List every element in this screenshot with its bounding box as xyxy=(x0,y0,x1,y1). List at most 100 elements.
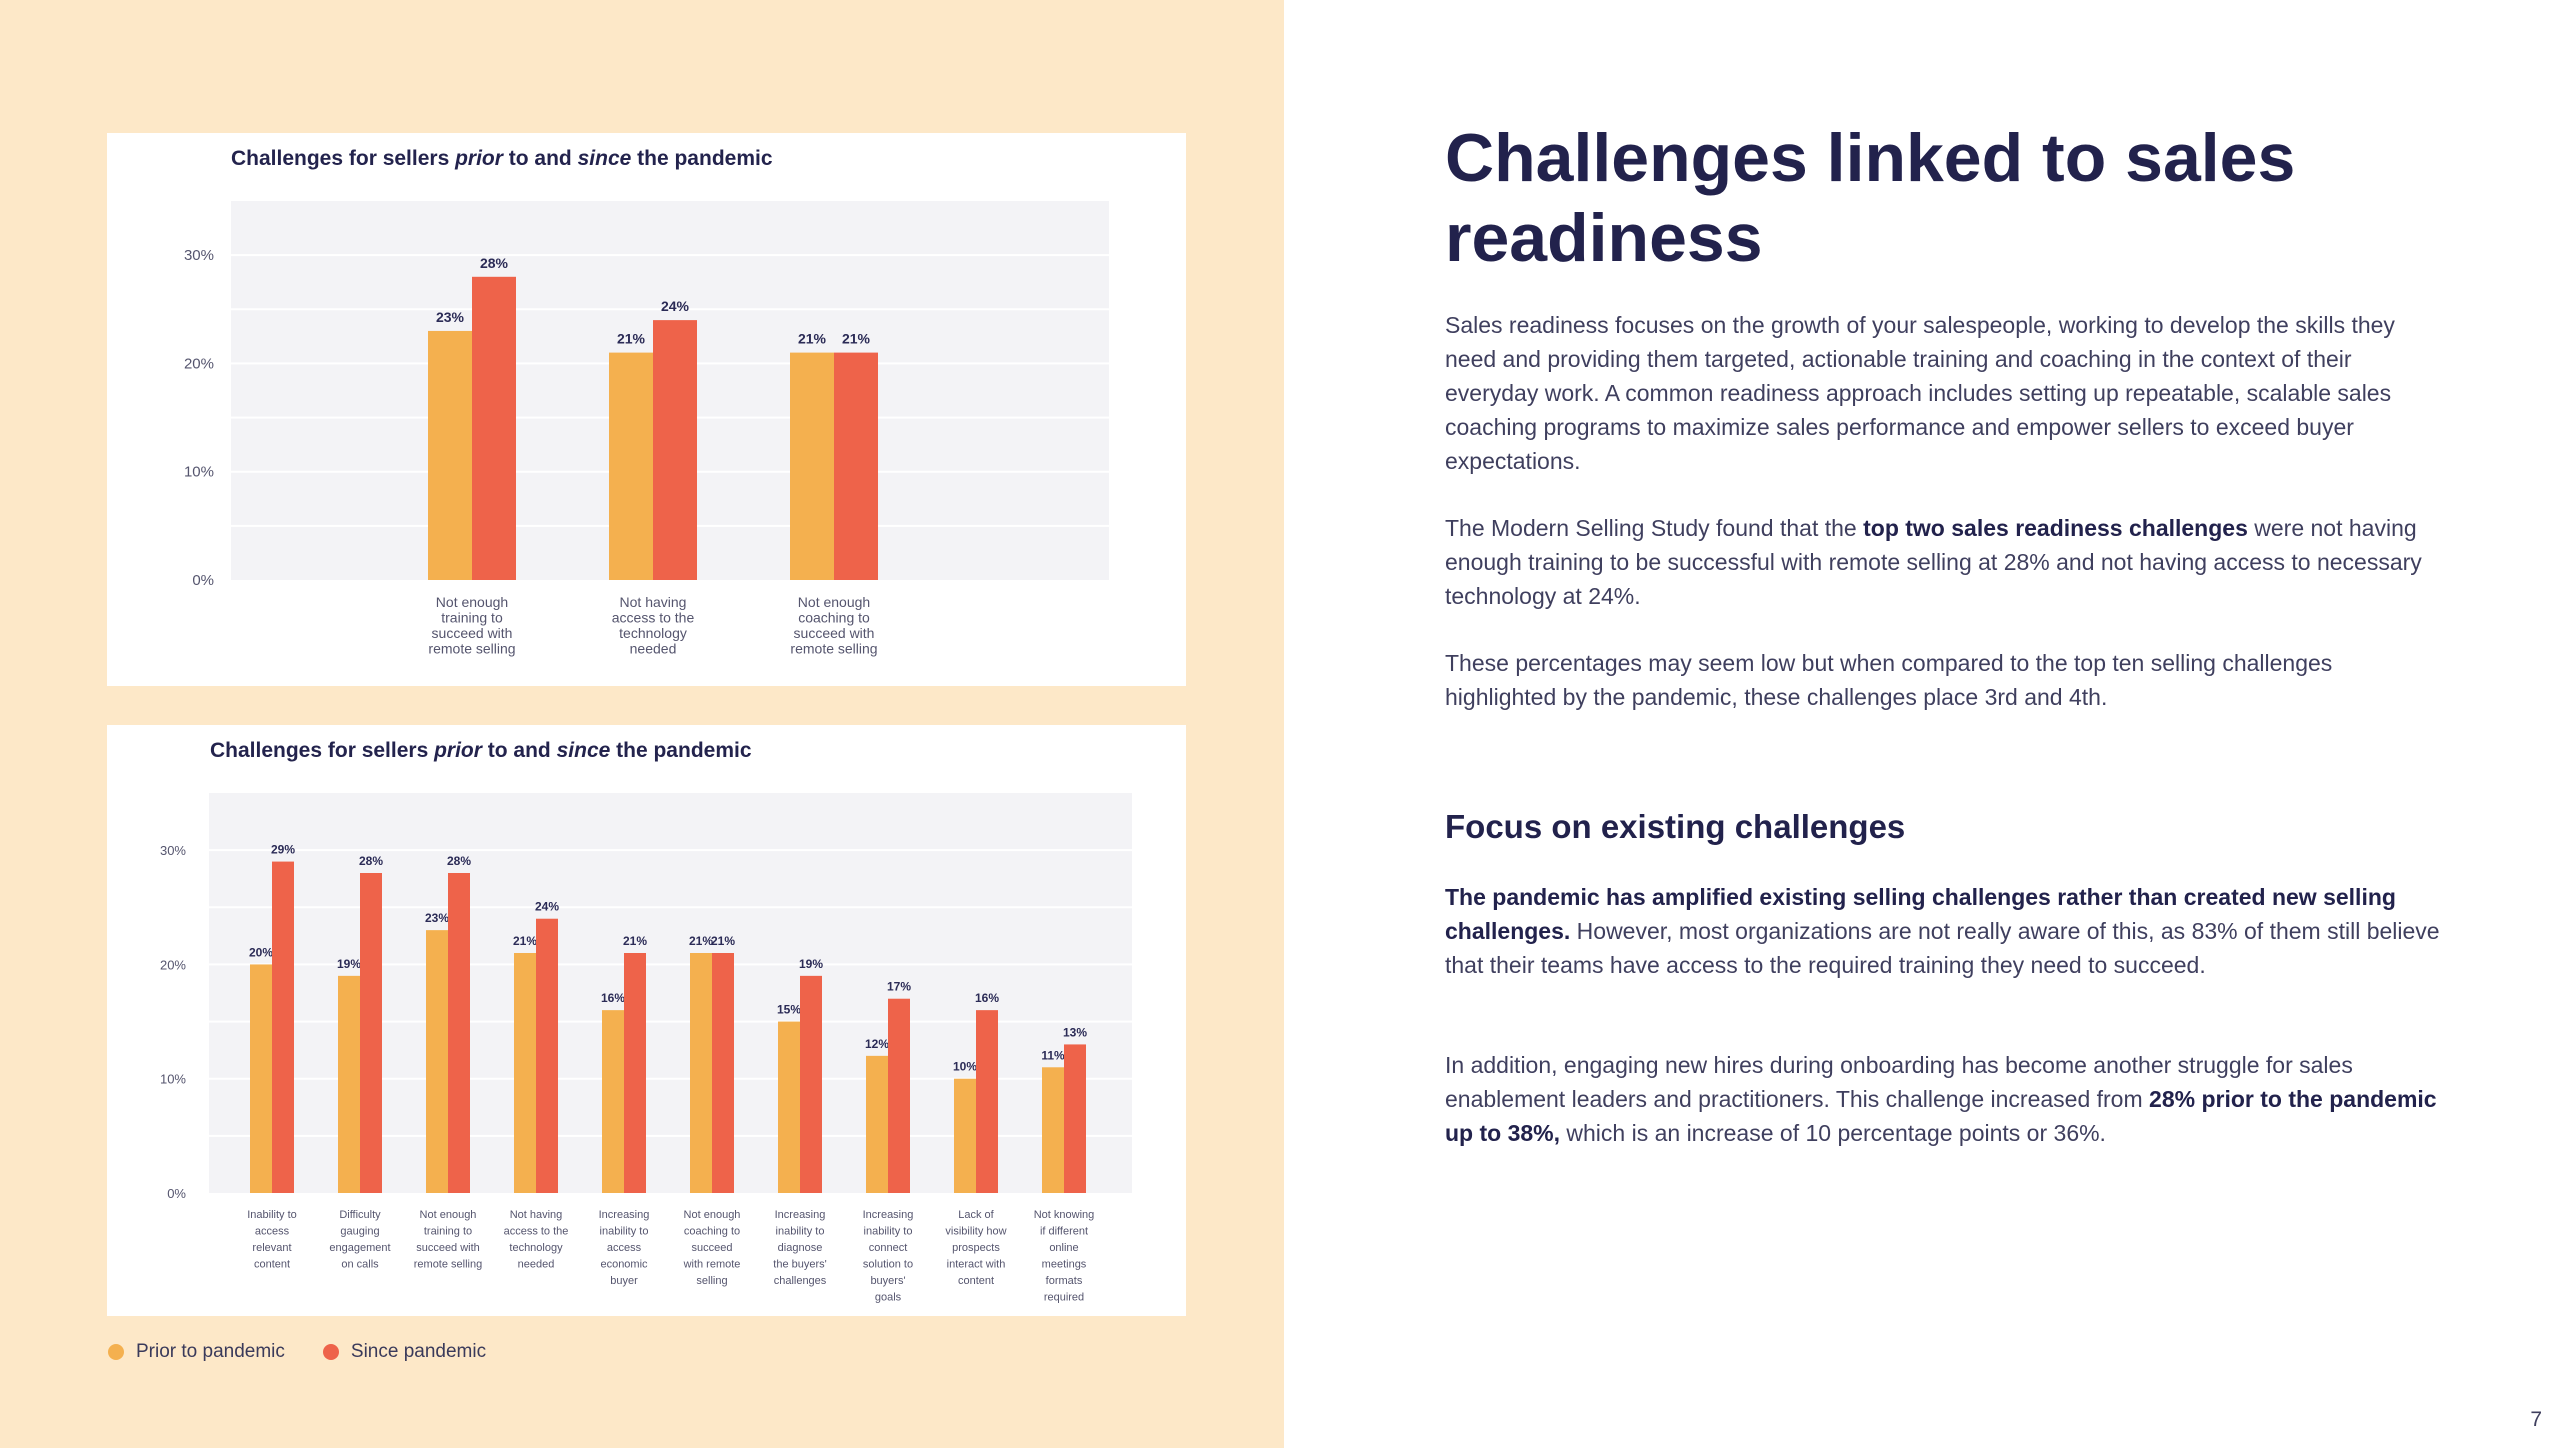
text-span: In addition, engaging new hires during o… xyxy=(1445,1052,2353,1112)
text-emphasis: top two sales readiness challenges xyxy=(1863,515,2248,541)
legend-item-prior: Prior to pandemic xyxy=(108,1341,285,1363)
y-tick-label: 30% xyxy=(160,843,186,858)
category-label: access to the xyxy=(612,610,695,626)
data-label: 23% xyxy=(425,911,449,925)
data-label: 19% xyxy=(799,957,823,971)
chart-title-part: since xyxy=(577,147,632,170)
y-tick-label: 10% xyxy=(160,1072,186,1087)
category-label: inability to xyxy=(776,1226,825,1238)
bar-since xyxy=(888,998,910,1193)
chart-title-part: the pandemic xyxy=(610,739,752,762)
category-label: diagnose xyxy=(778,1242,823,1254)
chart-title-part: the pandemic xyxy=(631,147,773,170)
category-label: Increasing xyxy=(775,1209,826,1221)
chart-card-bottom: Challenges for sellers prior to and sinc… xyxy=(107,725,1186,1316)
category-label: needed xyxy=(518,1259,555,1271)
chart-title-part: since xyxy=(556,739,611,762)
category-label: solution to xyxy=(863,1259,913,1271)
data-label: 21% xyxy=(513,934,537,948)
text-span: which is an increase of 10 percentage po… xyxy=(1560,1120,2106,1146)
y-tick-label: 30% xyxy=(184,247,214,264)
category-label: training to xyxy=(424,1226,472,1238)
data-label: 23% xyxy=(436,309,465,325)
category-label: Not enough xyxy=(684,1209,741,1221)
y-tick-label: 0% xyxy=(167,1186,186,1201)
category-label: Not enough xyxy=(436,594,508,610)
chart-legend: Prior to pandemic Since pandemic xyxy=(108,1341,524,1363)
data-label: 24% xyxy=(661,298,690,314)
paragraph-existing: The pandemic has amplified existing sell… xyxy=(1445,880,2445,982)
section-heading: Focus on existing challenges xyxy=(1445,808,1906,845)
data-label: 19% xyxy=(337,957,361,971)
category-label: Not having xyxy=(510,1209,563,1221)
y-tick-label: 20% xyxy=(160,957,186,972)
page-number: 7 xyxy=(2530,1408,2542,1431)
chart-title-part: prior xyxy=(434,739,482,762)
category-label: required xyxy=(1044,1292,1084,1304)
category-label: goals xyxy=(875,1292,902,1304)
data-label: 24% xyxy=(535,900,559,914)
bar-prior xyxy=(514,953,536,1193)
data-label: 16% xyxy=(975,991,999,1005)
bar-since xyxy=(472,276,516,580)
y-tick-label: 20% xyxy=(184,355,214,372)
bar-prior xyxy=(790,352,834,580)
category-label: needed xyxy=(630,641,677,657)
chart-title-part: Challenges for sellers xyxy=(231,147,456,170)
category-label: connect xyxy=(869,1242,908,1254)
category-label: access to the xyxy=(504,1226,569,1238)
y-tick-label: 10% xyxy=(184,464,214,481)
text-span: However, most organizations are not real… xyxy=(1445,918,2440,978)
chart-title-part: Challenges for sellers xyxy=(210,739,435,762)
category-label: interact with xyxy=(947,1259,1006,1271)
legend-label-prior: Prior to pandemic xyxy=(136,1341,285,1362)
category-label: content xyxy=(958,1275,994,1287)
data-label: 21% xyxy=(842,331,871,347)
data-label: 21% xyxy=(617,331,646,347)
category-label: inability to xyxy=(600,1226,649,1238)
bar-prior xyxy=(778,1021,800,1193)
data-label: 28% xyxy=(447,854,471,868)
bar-prior xyxy=(426,930,448,1193)
bar-since xyxy=(1064,1044,1086,1193)
category-label: coaching to xyxy=(684,1226,740,1238)
category-label: buyer xyxy=(610,1275,638,1287)
category-label: Increasing xyxy=(863,1209,914,1221)
category-label: Not enough xyxy=(420,1209,477,1221)
paragraph-study: The Modern Selling Study found that the … xyxy=(1445,511,2445,613)
paragraph-onboarding: In addition, engaging new hires during o… xyxy=(1445,1048,2445,1150)
page-title: Challenges linked to sales readiness xyxy=(1445,120,2296,276)
bar-chart-bottom: 0% 10% 20% 30% 20% 29% Inability to access relev… xyxy=(160,793,1132,1304)
text-emphasis: 28% prior to the pandemic up to 38%, xyxy=(1445,1086,2437,1146)
bar-since xyxy=(834,352,878,580)
data-label: 20% xyxy=(249,945,273,959)
data-label: 28% xyxy=(359,854,383,868)
bar-prior xyxy=(690,953,712,1193)
category-label: Increasing xyxy=(599,1209,650,1221)
text-emphasis: The pandemic has amplified existing sell… xyxy=(1445,884,2396,944)
category-label: training to xyxy=(441,610,503,626)
category-label: succeed with xyxy=(432,625,513,641)
bar-since xyxy=(624,953,646,1193)
category-label: buyers' xyxy=(870,1275,905,1287)
category-label: the buyers' xyxy=(773,1259,826,1271)
bar-prior xyxy=(602,1010,624,1193)
chart-card-top: Challenges for sellers prior to and sinc… xyxy=(107,133,1186,686)
category-label: inability to xyxy=(864,1226,913,1238)
data-label: 21% xyxy=(623,934,647,948)
data-label: 12% xyxy=(865,1037,889,1051)
bar-prior xyxy=(609,352,653,580)
data-label: 28% xyxy=(480,255,509,271)
category-label: challenges xyxy=(774,1275,827,1287)
text-span: were not having enough training to be su… xyxy=(1445,515,2422,609)
category-label: remote selling xyxy=(414,1259,482,1271)
bar-prior xyxy=(338,975,360,1193)
bar-prior xyxy=(428,330,472,580)
category-label: prospects xyxy=(952,1242,1000,1254)
data-label: 21% xyxy=(711,934,735,948)
category-label: Inability to xyxy=(247,1209,297,1221)
data-label: 29% xyxy=(271,843,295,857)
bar-prior xyxy=(1042,1067,1064,1193)
data-label: 16% xyxy=(601,991,625,1005)
